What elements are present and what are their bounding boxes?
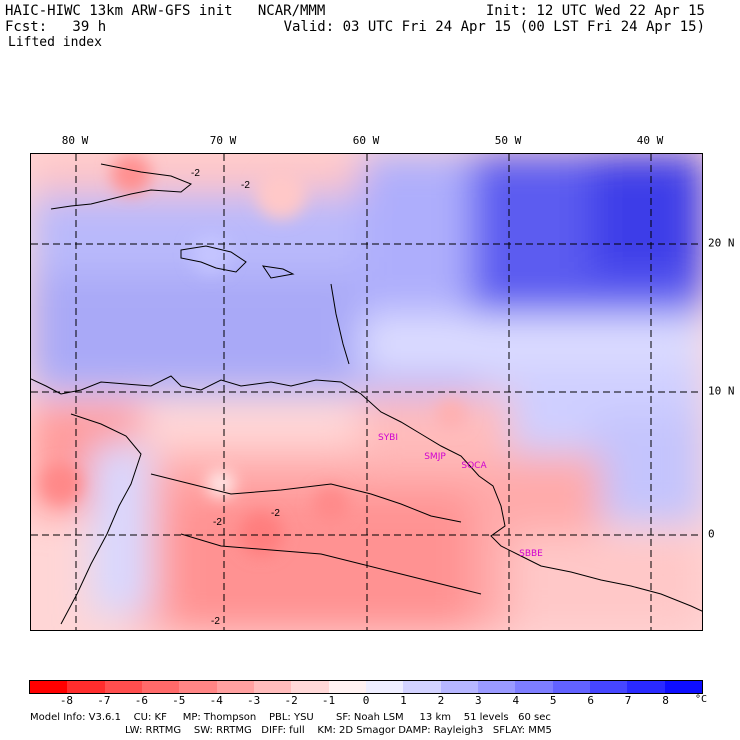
lon-label-40w: 40 W bbox=[636, 134, 664, 147]
colorbar-tick-label: 8 bbox=[662, 694, 669, 707]
graticule bbox=[31, 154, 702, 630]
colorbar-swatch bbox=[365, 681, 404, 693]
colorbar-tick-label: -2 bbox=[284, 694, 298, 707]
field-name: Lifted index bbox=[8, 35, 102, 50]
colorbar-swatch bbox=[291, 681, 329, 693]
station-soca: SOCA bbox=[461, 461, 487, 471]
colorbar-unit: °C bbox=[695, 694, 708, 705]
lon-label-50w: 50 W bbox=[494, 134, 522, 147]
model-info-line1: Model Info: V3.6.1 CU: KF MP: Thompson P… bbox=[30, 712, 551, 723]
lifted-index-map: -2 -2 -2 -2 -2 SYBI SMJP SOCA SBBE bbox=[30, 153, 703, 631]
map-canvas: -2 -2 -2 -2 -2 bbox=[31, 154, 702, 630]
colorbar-tick-label: -3 bbox=[247, 694, 261, 707]
lon-label-70w: 70 W bbox=[209, 134, 237, 147]
colorbar-tick-label: 4 bbox=[512, 694, 520, 707]
colorbar-swatch bbox=[515, 681, 553, 693]
station-sbbe: SBBE bbox=[519, 549, 543, 559]
colorbar-tick-label: -1 bbox=[321, 694, 336, 707]
model-title: HAIC-HIWC 13km ARW-GFS init NCAR/MMM bbox=[5, 3, 326, 19]
coastlines bbox=[31, 163, 702, 625]
colorbar-tick-label: -8 bbox=[59, 694, 74, 707]
svg-text:-2: -2 bbox=[241, 180, 250, 191]
colorbar bbox=[29, 680, 703, 694]
colorbar-swatch bbox=[552, 681, 590, 693]
lon-label-80w: 80 W bbox=[61, 134, 89, 147]
colorbar-swatch bbox=[104, 681, 142, 693]
svg-text:-2: -2 bbox=[211, 616, 220, 627]
colorbar-swatch bbox=[179, 681, 217, 693]
colorbar-swatch bbox=[664, 681, 702, 693]
colorbar-swatch bbox=[141, 681, 180, 693]
colorbar-tick-label: -7 bbox=[97, 694, 111, 707]
colorbar-swatch bbox=[627, 681, 665, 693]
colorbar-swatch bbox=[403, 681, 441, 693]
colorbar-tick-label: 5 bbox=[549, 694, 557, 707]
colorbar-tick-label: -6 bbox=[134, 694, 148, 707]
colorbar-swatch bbox=[440, 681, 478, 693]
colorbar-swatch bbox=[216, 681, 254, 693]
colorbar-tick-label: -4 bbox=[209, 694, 223, 707]
colorbar-tick-label: -5 bbox=[172, 694, 186, 707]
colorbar-tick-label: 1 bbox=[400, 694, 407, 707]
station-sybi: SYBI bbox=[377, 433, 399, 443]
field-shading bbox=[31, 154, 702, 630]
colorbar-swatch bbox=[589, 681, 628, 693]
lat-label-20n: 20 N bbox=[708, 236, 735, 250]
model-info-line2: LW: RRTMG SW: RRTMG DIFF: full KM: 2D Sm… bbox=[125, 725, 552, 736]
colorbar-tick-label: 3 bbox=[475, 694, 482, 707]
svg-text:-2: -2 bbox=[213, 517, 222, 528]
colorbar-tick-label: 2 bbox=[437, 694, 445, 707]
forecast-hour: Fcst: 39 h bbox=[5, 19, 107, 35]
lat-label-eq: 0 bbox=[708, 527, 715, 541]
colorbar-swatch bbox=[253, 681, 292, 693]
colorbar-tick-label: 0 bbox=[362, 694, 370, 707]
valid-time: Valid: 03 UTC Fri 24 Apr 15 (00 LST Fri … bbox=[283, 19, 705, 35]
colorbar-tick-label: 6 bbox=[587, 694, 594, 707]
svg-text:-2: -2 bbox=[271, 508, 280, 519]
lon-label-60w: 60 W bbox=[352, 134, 380, 147]
station-smjp: SMJP bbox=[424, 452, 446, 462]
svg-text:-2: -2 bbox=[191, 168, 200, 179]
colorbar-swatch bbox=[328, 681, 366, 693]
colorbar-tick-label: 7 bbox=[624, 694, 632, 707]
contour-labels: -2 -2 -2 -2 -2 bbox=[191, 168, 280, 627]
init-time: Init: 12 UTC Wed 22 Apr 15 bbox=[485, 3, 705, 19]
colorbar-swatch bbox=[477, 681, 516, 693]
colorbar-swatch bbox=[67, 681, 105, 693]
colorbar-swatch bbox=[30, 681, 68, 693]
lat-label-10n: 10 N bbox=[708, 384, 735, 398]
